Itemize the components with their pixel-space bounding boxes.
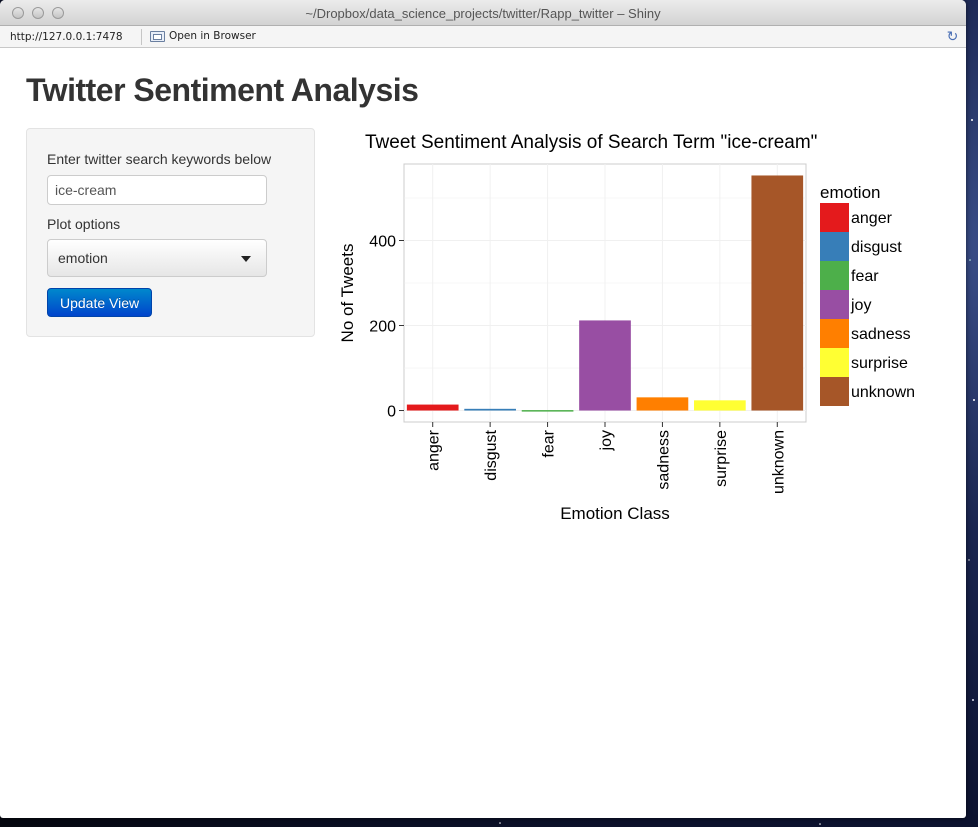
legend: emotion anger disgust fear joy sadness surpri… [820, 183, 915, 406]
legend-label-sadness: sadness [851, 326, 911, 343]
y-axis: 0 200 400 [369, 234, 404, 421]
chart-title: Tweet Sentiment Analysis of Search Term … [365, 132, 817, 153]
legend-swatch-sadness [820, 319, 849, 348]
sidebar-panel: Enter twitter search keywords below Plot… [26, 128, 315, 337]
legend-swatch-joy [820, 290, 849, 319]
plot-options-select[interactable]: emotion [47, 239, 267, 277]
y-tick-label: 400 [369, 234, 396, 251]
legend-label-fear: fear [851, 268, 879, 285]
search-input[interactable] [47, 175, 267, 205]
x-tick-label: sadness [655, 430, 672, 490]
plot-options-label: Plot options [47, 216, 121, 232]
open-in-browser-label: Open in Browser [169, 30, 256, 42]
legend-swatch-fear [820, 261, 849, 290]
bar-sadness [636, 397, 689, 411]
x-axis: anger disgust fear joy sadness surprise unknow… [426, 422, 787, 494]
close-window-button[interactable] [12, 7, 24, 19]
zoom-window-button[interactable] [52, 7, 64, 19]
legend-label-joy: joy [850, 297, 871, 314]
bar-surprise [694, 400, 746, 411]
search-label: Enter twitter search keywords below [47, 151, 272, 167]
x-tick-label: disgust [483, 429, 500, 480]
legend-swatch-surprise [820, 348, 849, 377]
x-tick-label: anger [426, 429, 443, 471]
window-controls [12, 7, 64, 19]
y-tick-label: 200 [369, 319, 396, 336]
update-view-button[interactable]: Update View [47, 288, 153, 317]
url-text[interactable]: http://127.0.0.1:7478 [10, 31, 123, 43]
legend-label-unknown: unknown [851, 384, 915, 401]
x-tick-label: joy [598, 430, 615, 451]
x-tick-label: unknown [770, 430, 787, 494]
legend-title: emotion [820, 183, 880, 202]
legend-label-disgust: disgust [851, 239, 902, 256]
bar-fear [521, 410, 574, 412]
browser-window-icon [150, 30, 165, 42]
y-tick-label: 0 [387, 404, 396, 421]
sentiment-bar-chart: Tweet Sentiment Analysis of Search Term … [338, 132, 915, 523]
x-tick-label: surprise [713, 430, 730, 487]
legend-swatch-unknown [820, 377, 849, 406]
bars [406, 175, 804, 412]
bar-anger [406, 404, 459, 411]
address-bar: http://127.0.0.1:7478 Open in Browser ↻ [0, 26, 966, 48]
bar-disgust [464, 408, 516, 411]
page-title: Twitter Sentiment Analysis [26, 72, 419, 108]
legend-swatch-disgust [820, 232, 849, 261]
chevron-down-icon [241, 256, 251, 262]
open-in-browser-button[interactable]: Open in Browser [150, 30, 256, 42]
plot-options-selected-value: emotion [58, 250, 108, 266]
y-axis-label: No of Tweets [338, 244, 357, 343]
legend-label-anger: anger [851, 210, 893, 227]
x-tick-label: fear [541, 429, 558, 457]
app-window: ~/Dropbox/data_science_projects/twitter/… [0, 0, 966, 523]
x-axis-label: Emotion Class [560, 504, 670, 523]
title-bar: ~/Dropbox/data_science_projects/twitter/… [0, 0, 966, 26]
window-title: ~/Dropbox/data_science_projects/twitter/… [305, 6, 661, 21]
legend-swatch-anger [820, 203, 849, 232]
minimize-window-button[interactable] [32, 7, 44, 19]
toolbar-divider [141, 29, 142, 45]
bar-joy [579, 320, 631, 411]
legend-label-surprise: surprise [851, 355, 908, 372]
bar-unknown [751, 175, 804, 411]
refresh-icon[interactable]: ↻ [946, 28, 959, 44]
